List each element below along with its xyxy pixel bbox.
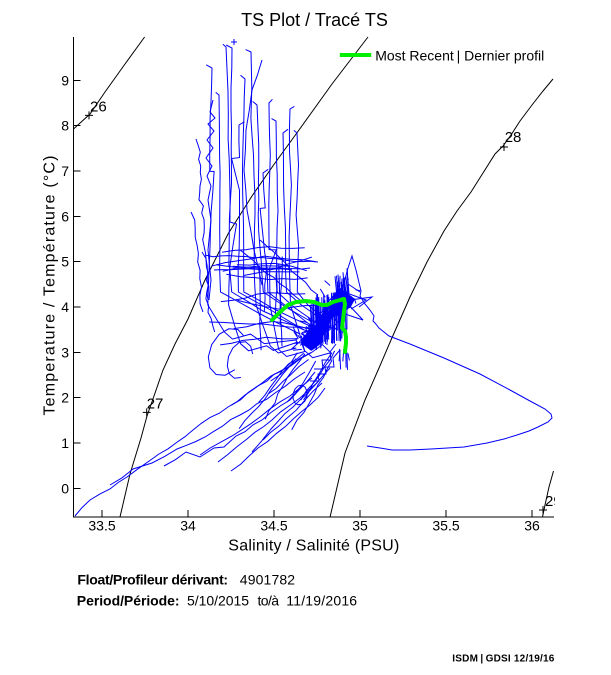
svg-text:4901782: 4901782 bbox=[240, 571, 296, 587]
svg-text:36: 36 bbox=[524, 518, 540, 534]
svg-text:Temperature / Température (°C): Temperature / Température (°C) bbox=[42, 156, 59, 416]
svg-text:9: 9 bbox=[61, 72, 69, 88]
svg-text:27: 27 bbox=[147, 396, 164, 413]
svg-text:6: 6 bbox=[61, 208, 69, 224]
svg-text:TS Plot / Tracé TS: TS Plot / Tracé TS bbox=[241, 10, 388, 30]
svg-text:Most Recent | Dernier profil: Most Recent | Dernier profil bbox=[375, 47, 544, 63]
svg-text:3: 3 bbox=[61, 344, 69, 360]
svg-text:Salinity / Salinité (PSU): Salinity / Salinité (PSU) bbox=[228, 538, 399, 555]
svg-text:35.5: 35.5 bbox=[432, 518, 459, 534]
svg-text:5/10/2015: 5/10/2015 bbox=[187, 593, 249, 609]
svg-text:29: 29 bbox=[545, 493, 562, 510]
svg-text:7: 7 bbox=[61, 163, 69, 179]
svg-text:5: 5 bbox=[61, 254, 69, 270]
svg-text:to/à: to/à bbox=[258, 593, 280, 609]
svg-text:34.5: 34.5 bbox=[260, 518, 287, 534]
svg-text:34: 34 bbox=[180, 518, 196, 534]
svg-text:Period/Période:: Period/Période: bbox=[77, 593, 180, 609]
svg-text:Float/Profileur dérivant:: Float/Profileur dérivant: bbox=[77, 571, 228, 587]
svg-text:4: 4 bbox=[61, 299, 69, 315]
svg-text:1: 1 bbox=[61, 435, 69, 451]
svg-text:33.5: 33.5 bbox=[88, 518, 115, 534]
svg-text:0: 0 bbox=[61, 480, 69, 496]
svg-text:28: 28 bbox=[505, 129, 522, 146]
svg-text:2: 2 bbox=[61, 390, 69, 406]
svg-text:35: 35 bbox=[352, 518, 368, 534]
svg-text:ISDM | GDSI 12/19/16: ISDM | GDSI 12/19/16 bbox=[452, 653, 554, 664]
svg-text:26: 26 bbox=[90, 99, 107, 116]
svg-text:8: 8 bbox=[61, 118, 69, 134]
svg-text:11/19/2016: 11/19/2016 bbox=[286, 593, 357, 609]
